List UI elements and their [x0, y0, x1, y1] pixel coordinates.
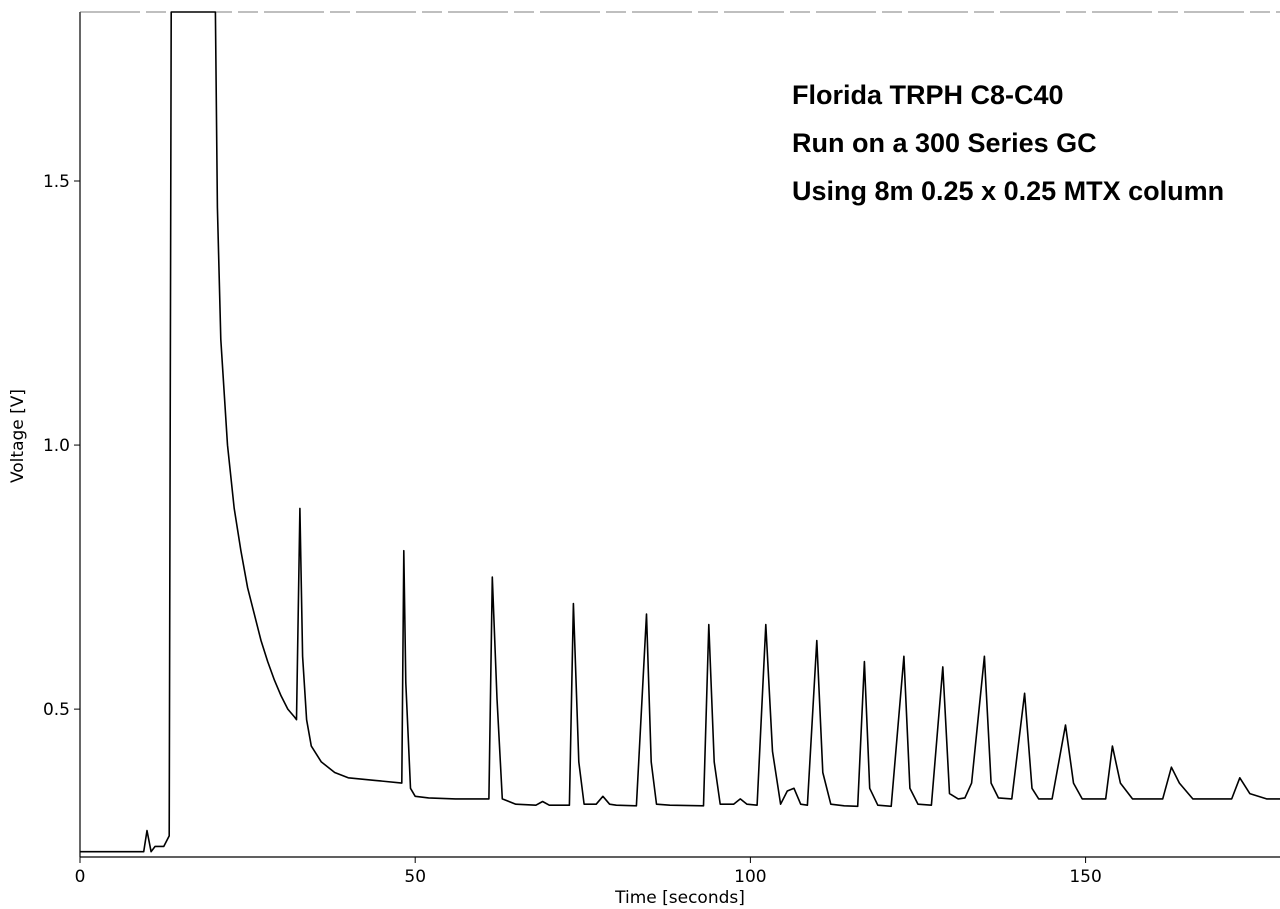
plot-frame [79, 11, 1280, 858]
annotation-line-1: Florida TRPH C8-C40 [792, 80, 1064, 110]
x-tick-label: 0 [75, 867, 86, 887]
x-tick-label: 100 [734, 867, 766, 887]
series-line [80, 11, 1280, 853]
y-axis-ticks: 0.5 1.0 1.5 [43, 172, 80, 720]
y-tick-label: 1.0 [43, 436, 70, 456]
y-tick-label: 0.5 [43, 700, 70, 720]
x-axis-ticks: 0 50 100 150 [75, 857, 1102, 887]
x-tick-label: 150 [1069, 867, 1101, 887]
annotation-block: Florida TRPH C8-C40 Run on a 300 Series … [792, 80, 1224, 206]
y-tick-label: 1.5 [43, 172, 70, 192]
y-axis-label: Voltage [V] [8, 389, 28, 483]
annotation-line-2: Run on a 300 Series GC [792, 128, 1097, 158]
annotation-line-3: Using 8m 0.25 x 0.25 MTX column [792, 176, 1224, 206]
x-tick-label: 50 [404, 867, 426, 887]
x-axis-label: Time [seconds] [614, 888, 745, 908]
